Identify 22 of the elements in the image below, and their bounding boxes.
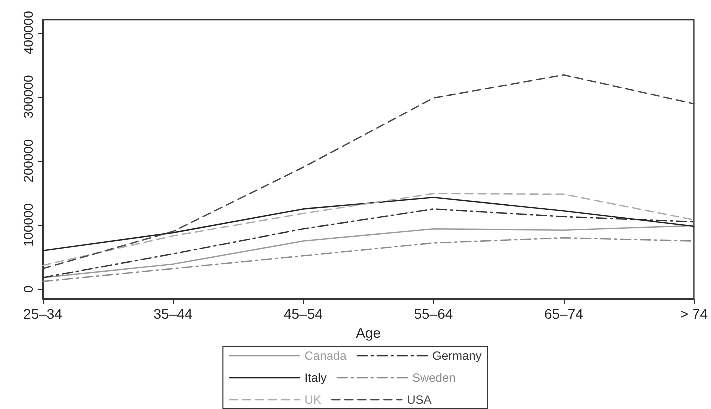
text: UK (304, 393, 322, 407)
line-series (42, 197, 695, 252)
y-tick-label: 0 (21, 286, 36, 293)
x-tick-label: 65–74 (544, 306, 584, 322)
x-axis-title: Age (356, 324, 382, 341)
line-series (42, 193, 695, 266)
x-tick-label: 45–54 (284, 306, 324, 322)
line-series (42, 74, 695, 270)
x-tick-label: > 74 (680, 306, 708, 322)
y-tick-label: 400000 (21, 11, 36, 55)
line-series (42, 225, 695, 278)
text: Germany (432, 349, 482, 363)
y-tick-label: 100000 (21, 204, 36, 247)
x-tick-label: 25–34 (24, 306, 63, 322)
text: USA (407, 393, 432, 407)
text: Italy (304, 371, 327, 385)
y-tick-label: 300000 (21, 75, 36, 119)
x-tick-label: 55–64 (414, 306, 454, 322)
x-tick-label: 35–44 (154, 306, 193, 322)
text: Canada (304, 349, 348, 363)
text: Sweden (412, 371, 456, 385)
y-tick-label: 200000 (21, 139, 36, 183)
